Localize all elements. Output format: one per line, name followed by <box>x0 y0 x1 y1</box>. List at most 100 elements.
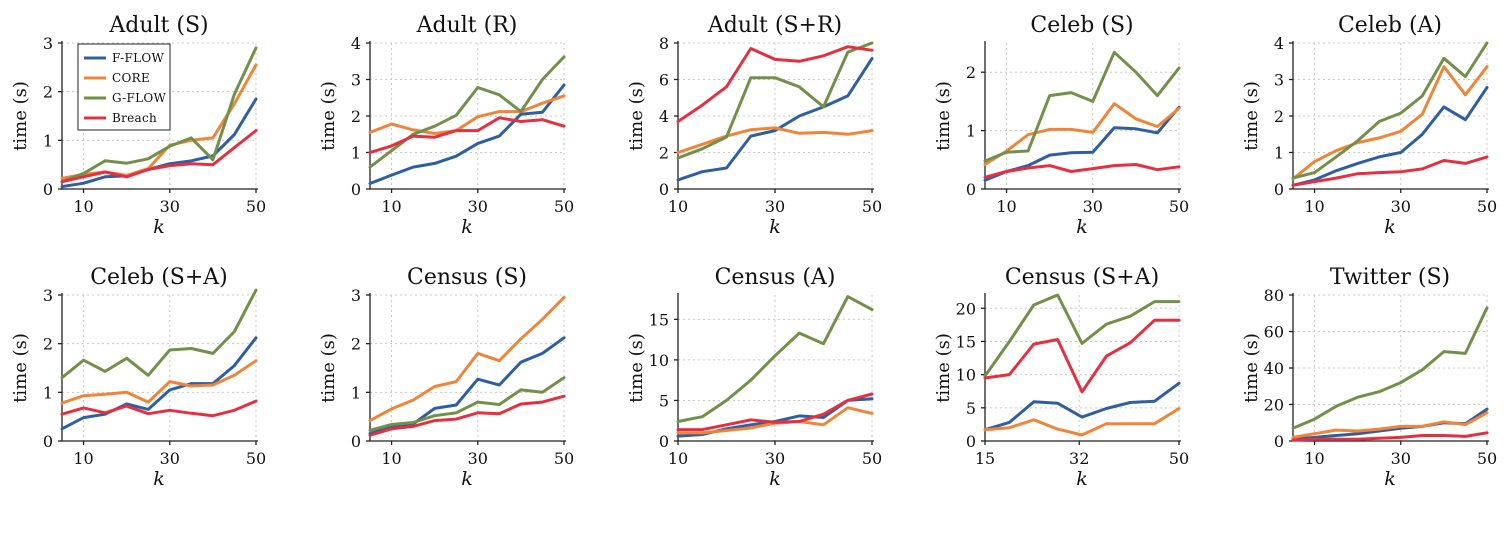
y-tick-label: 15 <box>956 332 976 351</box>
y-axis-label: time (s) <box>933 81 954 151</box>
series-line-core <box>676 126 874 154</box>
series-line-fflow <box>368 336 566 436</box>
y-tick-label: 1 <box>351 144 361 163</box>
series-line-gflow <box>676 41 874 160</box>
legend-label: G-FLOW <box>112 91 166 105</box>
y-tick-label: 4 <box>659 107 669 126</box>
chart-5: 10 30 50 0 1 2 3 4 Celeb (A) k time (s) <box>1241 13 1497 238</box>
x-axis-label: k <box>769 468 781 490</box>
chart-8: 10 30 50 0 5 10 15 Census (A) k time (s) <box>626 265 882 490</box>
y-tick-label: 0 <box>1274 180 1284 199</box>
chart-title: Census (A) <box>715 265 836 290</box>
series-line-gflow <box>983 293 1181 378</box>
y-tick-label: 2 <box>966 63 976 82</box>
y-tick-label: 2 <box>43 335 53 354</box>
y-tick-label: 0 <box>43 180 53 199</box>
x-tick-label: 10 <box>73 197 93 216</box>
x-tick-label: 30 <box>1391 449 1411 468</box>
y-tick-label: 20 <box>956 299 976 318</box>
chart-4: 10 30 50 0 1 2 Celeb (S) k time (s) <box>933 13 1189 238</box>
chart-3: 10 30 50 0 2 4 6 8 Adult (S+R) k time (s) <box>626 13 882 238</box>
y-tick-label: 80 <box>1264 286 1284 305</box>
series-line-breach <box>676 392 874 432</box>
series-line-breach <box>983 163 1181 179</box>
y-tick-label: 0 <box>351 432 361 451</box>
chart-title: Celeb (A) <box>1338 13 1442 38</box>
series-line-breach <box>983 318 1181 394</box>
chart-9: 15 32 50 0 5 10 15 20 Census (S+A) k time (s) <box>933 265 1189 490</box>
y-tick-label: 0 <box>659 180 669 199</box>
series-line-fflow <box>676 57 874 182</box>
series-line-gflow <box>60 288 258 380</box>
series-line-gflow <box>1291 306 1489 430</box>
x-tick-label: 30 <box>765 197 785 216</box>
y-tick-label: 1 <box>43 383 53 402</box>
series-line-breach <box>1291 155 1489 187</box>
series-line-breach <box>60 129 258 184</box>
series-line-core <box>983 407 1181 437</box>
chart-title: Celeb (S) <box>1030 13 1133 38</box>
x-tick-label: 10 <box>668 449 688 468</box>
y-tick-label: 0 <box>966 180 976 199</box>
y-tick-label: 10 <box>956 366 976 385</box>
y-axis-label: time (s) <box>10 333 31 403</box>
y-tick-label: 0 <box>43 432 53 451</box>
y-axis-label: time (s) <box>1241 81 1262 151</box>
x-tick-label: 50 <box>862 197 882 216</box>
series-line-breach <box>676 45 874 123</box>
series-line-gflow <box>60 46 258 184</box>
x-tick-label: 50 <box>554 449 574 468</box>
y-axis-label: time (s) <box>1241 333 1262 403</box>
series-line-gflow <box>368 376 566 432</box>
chart-10: 10 30 50 0 20 40 60 80 Twitter (S) k time (s) <box>1241 265 1497 490</box>
y-tick-label: 3 <box>1274 71 1284 90</box>
x-axis-label: k <box>1384 468 1396 490</box>
y-tick-label: 2 <box>43 83 53 102</box>
x-tick-label: 15 <box>975 449 995 468</box>
chart-1: 10 30 50 0 1 2 3 Adult (S) k time (s) <box>10 13 266 238</box>
series-line-core <box>60 359 258 405</box>
y-tick-label: 8 <box>659 34 669 53</box>
y-tick-label: 1 <box>43 131 53 150</box>
legend-label: CORE <box>112 71 150 85</box>
y-tick-label: 10 <box>649 351 669 370</box>
x-tick-label: 10 <box>381 449 401 468</box>
x-tick-label: 10 <box>381 197 401 216</box>
x-tick-label: 30 <box>468 197 488 216</box>
y-tick-label: 60 <box>1264 323 1284 342</box>
series-line-gflow <box>983 50 1181 163</box>
y-axis-label: time (s) <box>933 333 954 403</box>
x-tick-label: 10 <box>1304 197 1324 216</box>
y-tick-label: 20 <box>1264 396 1284 415</box>
x-axis-label: k <box>153 216 165 238</box>
y-tick-label: 5 <box>659 391 669 410</box>
series-line-core <box>1291 65 1489 181</box>
x-tick-label: 50 <box>246 449 266 468</box>
x-tick-label: 30 <box>160 197 180 216</box>
y-tick-label: 3 <box>43 34 53 53</box>
y-tick-label: 0 <box>351 180 361 199</box>
chart-title: Twitter (S) <box>1330 265 1450 290</box>
y-tick-label: 1 <box>966 122 976 141</box>
series-line-fflow <box>1291 86 1489 187</box>
y-axis-label: time (s) <box>626 333 647 403</box>
x-tick-label: 10 <box>73 449 93 468</box>
y-tick-label: 0 <box>659 432 669 451</box>
series-line-fflow <box>60 336 258 431</box>
y-tick-label: 4 <box>351 34 361 53</box>
y-tick-label: 2 <box>351 335 361 354</box>
y-tick-label: 3 <box>43 286 53 305</box>
series-line-fflow <box>983 381 1181 432</box>
chart-title: Census (S) <box>407 265 527 290</box>
legend-label: F-FLOW <box>112 51 164 65</box>
chart-title: Census (S+A) <box>1005 265 1159 290</box>
series-line-breach <box>368 116 566 154</box>
y-tick-label: 15 <box>649 310 669 329</box>
y-tick-label: 3 <box>351 71 361 90</box>
x-tick-label: 10 <box>1304 449 1324 468</box>
chart-6: 10 30 50 0 1 2 3 Celeb (S+A) k time (s) <box>10 265 266 490</box>
x-axis-label: k <box>1384 216 1396 238</box>
series-line-gflow <box>1291 41 1489 180</box>
x-tick-label: 30 <box>765 449 785 468</box>
